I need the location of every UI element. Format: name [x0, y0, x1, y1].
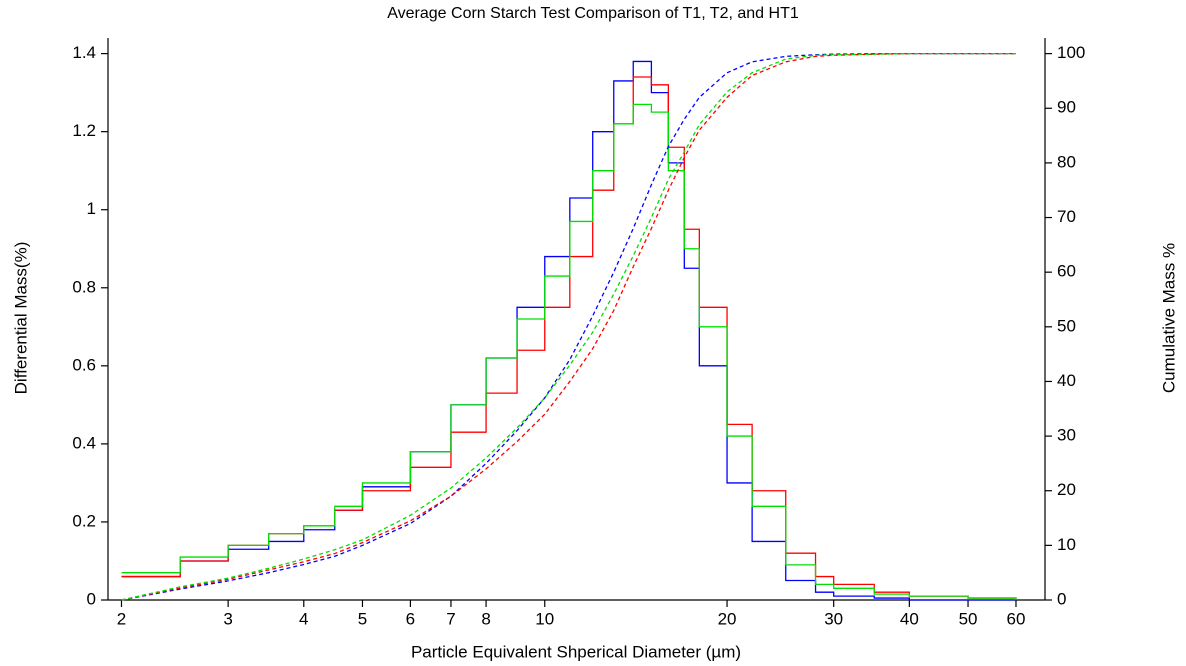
x-tick-label: 8 [481, 609, 490, 628]
cumulative-line [121, 52, 1016, 601]
y2-tick-label: 40 [1057, 371, 1076, 390]
x-axis-label: Particle Equivalent Shperical Diameter (… [411, 642, 741, 661]
chart-title: Average Corn Starch Test Comparison of T… [387, 5, 799, 22]
x-tick-label: 3 [223, 609, 232, 628]
differential-line [121, 103, 1017, 600]
x-tick-label: 2 [117, 609, 126, 628]
y2-tick-label: 10 [1057, 535, 1076, 554]
cumulative-line [121, 52, 1016, 601]
x-tick-label: 7 [446, 609, 455, 628]
y-tick-label: 1.2 [72, 121, 96, 140]
y2-axis-label: Cumulative Mass % [1159, 243, 1178, 393]
x-tick-label: 50 [959, 609, 978, 628]
differential-line [121, 76, 1017, 600]
x-tick-label: 5 [358, 609, 367, 628]
y-tick-label: 0.6 [72, 355, 96, 374]
x-tick-label: 60 [1007, 609, 1026, 628]
x-tick-label: 20 [718, 609, 737, 628]
differential-line [121, 60, 1016, 601]
x-tick-label: 6 [406, 609, 415, 628]
y-tick-label: 0.2 [72, 511, 96, 530]
y2-tick-label: 20 [1057, 480, 1076, 499]
y2-tick-label: 80 [1057, 152, 1076, 171]
y-tick-label: 0.4 [72, 433, 96, 452]
y2-tick-label: 0 [1057, 589, 1066, 608]
y2-tick-label: 90 [1057, 98, 1076, 117]
x-tick-label: 30 [824, 609, 843, 628]
y-tick-label: 0 [87, 589, 96, 608]
y2-tick-label: 30 [1057, 426, 1076, 445]
y2-tick-label: 60 [1057, 262, 1076, 281]
x-tick-label: 40 [900, 609, 919, 628]
y-tick-label: 1 [87, 199, 96, 218]
y-tick-label: 1.4 [72, 43, 96, 62]
y-tick-label: 0.8 [72, 277, 96, 296]
y2-tick-label: 50 [1057, 316, 1076, 335]
x-tick-label: 4 [299, 609, 308, 628]
y2-tick-label: 100 [1057, 43, 1085, 62]
cumulative-line [121, 52, 1016, 601]
y-axis-label: Differential Mass(%) [11, 242, 30, 395]
y2-tick-label: 70 [1057, 207, 1076, 226]
x-tick-label: 10 [535, 609, 554, 628]
